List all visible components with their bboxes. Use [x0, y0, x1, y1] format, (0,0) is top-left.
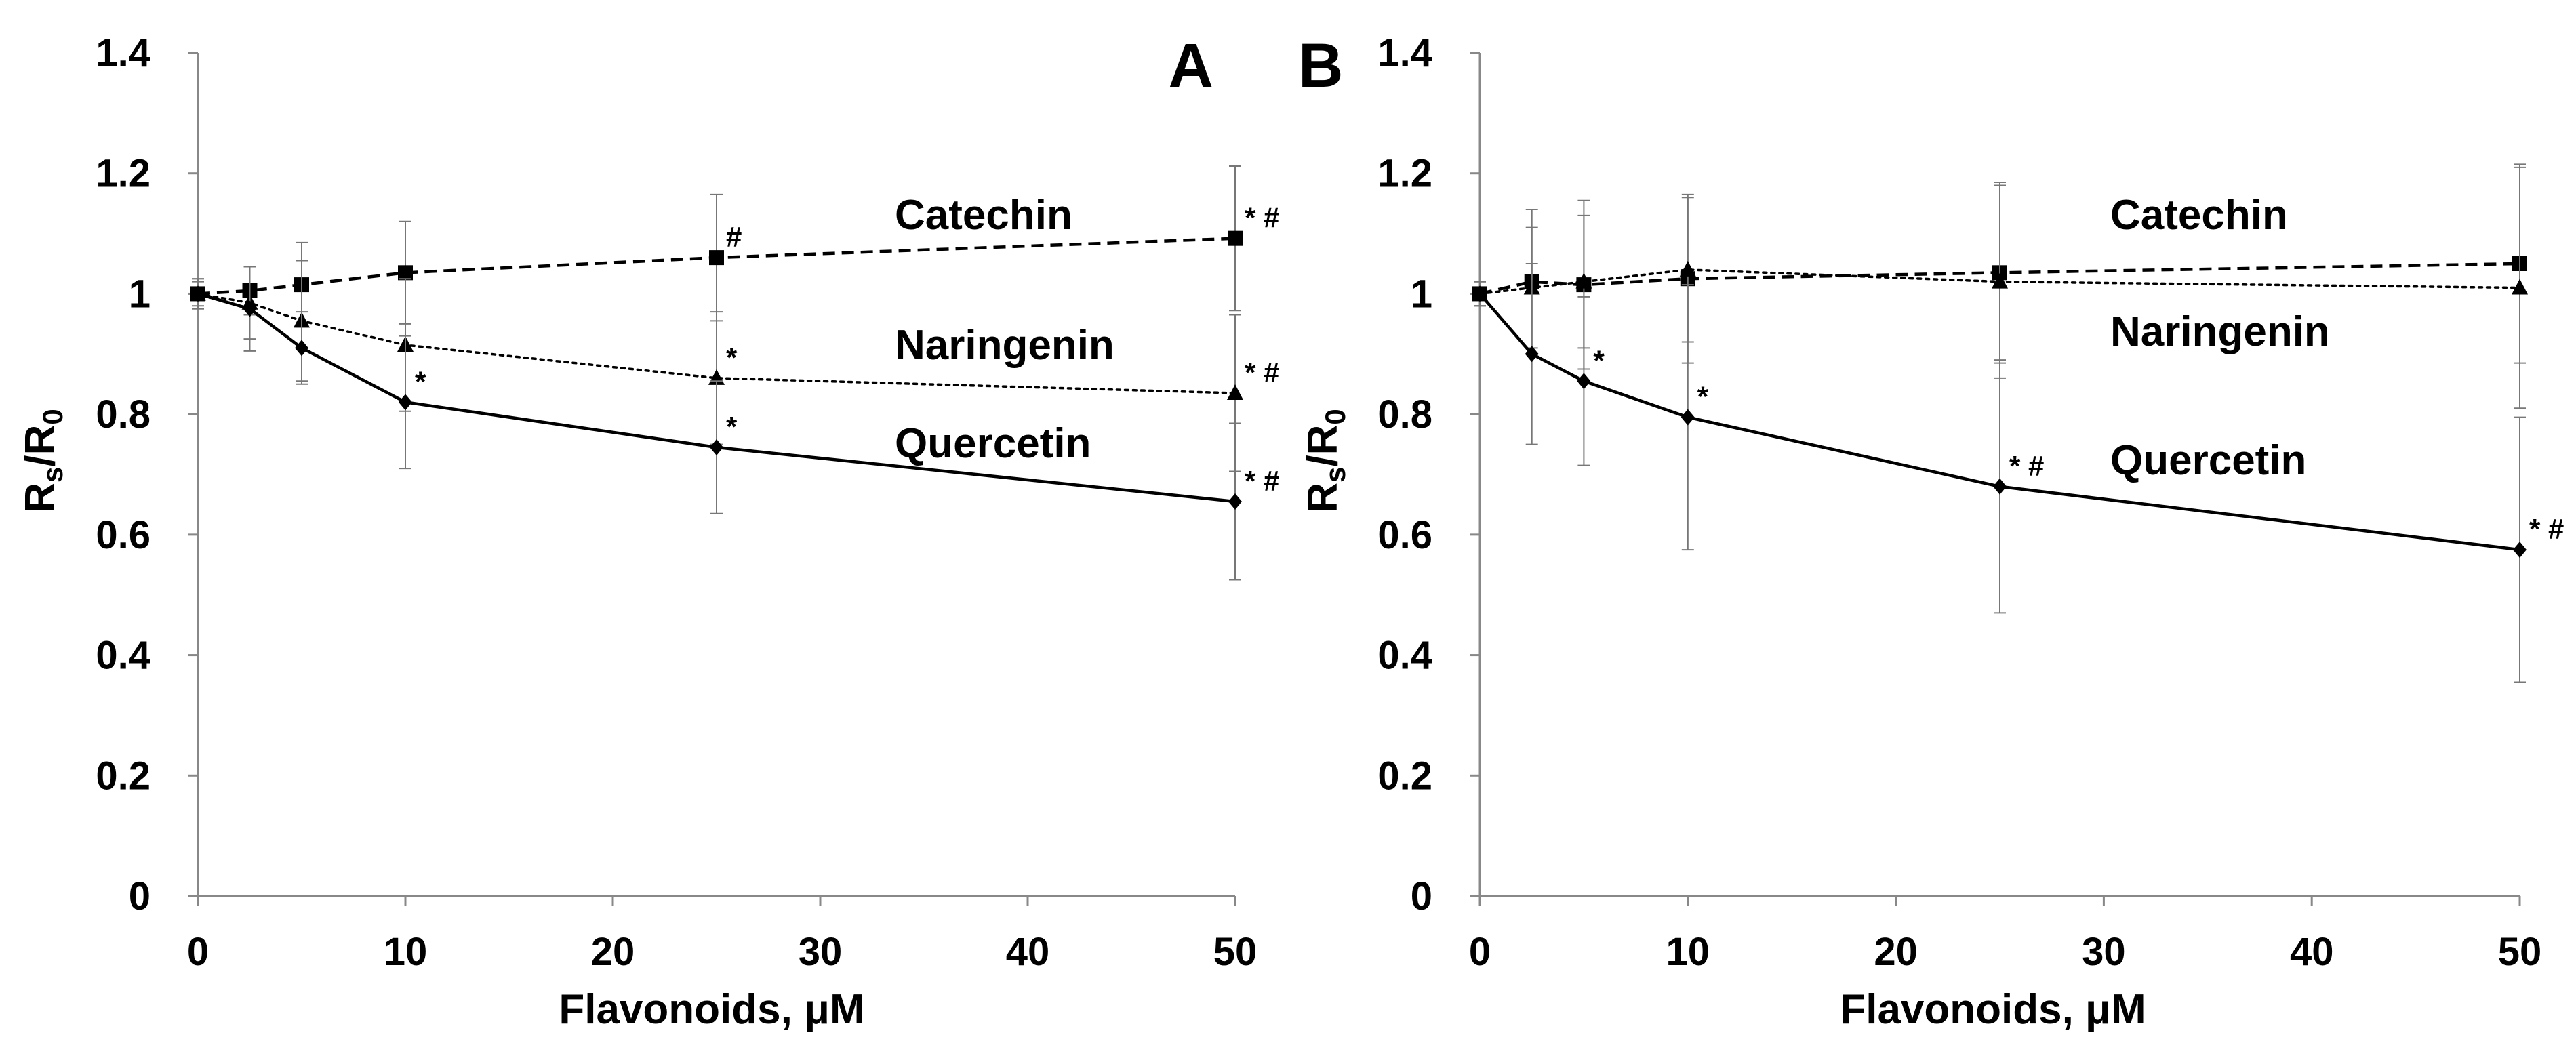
panel-b-y-axis-title: Rs/R0 [1300, 409, 1351, 513]
panel-b-x-tick-label: 40 [2290, 930, 2334, 974]
panel-a-catechin-significance-label: # [726, 221, 742, 253]
panel-b-x-tick-label: 20 [1874, 930, 1918, 974]
panel-b-y-tick-label: 0.8 [1377, 392, 1432, 436]
panel-a-y-title-slash-r: /R [17, 425, 64, 467]
panel-b-quercetin-marker [1525, 346, 1539, 363]
panel-b-y-title-slash-r: /R [1300, 425, 1346, 467]
panel-b-quercetin-series-label: Quercetin [2110, 437, 2306, 484]
panel-b-naringenin-series-label: Naringenin [2110, 308, 2330, 355]
panel-a-x-tick-label: 20 [591, 930, 635, 974]
panel-b-naringenin-marker [1679, 260, 1696, 277]
panel-a-quercetin-significance-label: * # [1245, 465, 1279, 497]
panel-b-y-title-sub-s: s [1319, 467, 1351, 483]
panel-a-y-tick-label: 1.2 [96, 152, 150, 196]
panel-a-catechin-marker [1228, 230, 1243, 246]
panel-b-catechin-series-line [1479, 262, 2520, 296]
panel-b-quercetin-marker [2513, 542, 2527, 558]
panel-b-y-tick-label: 0.4 [1377, 634, 1432, 678]
panel-a-quercetin-marker [191, 285, 205, 302]
panel-a-y-tick-label: 0.6 [96, 513, 150, 557]
panel-a-letter: A [1169, 31, 1213, 100]
panel-b-y-title-sub-0: 0 [1319, 409, 1351, 424]
panel-a-y-tick-label: 0.8 [96, 392, 150, 436]
panel-b-quercetin-series-line [1478, 292, 2520, 552]
panel-a-catechin-marker [398, 265, 413, 281]
panel-a-catechin-marker [709, 250, 724, 266]
panel-a-x-tick-label: 50 [1213, 930, 1257, 974]
panel-b-quercetin-significance-label: * # [2009, 450, 2044, 482]
panel-a-y-tick-label: 0.2 [96, 754, 150, 798]
panel-a-y-title-sub-s: s [37, 467, 68, 483]
panel-a-y-axis-title: Rs/R0 [17, 409, 68, 513]
panel-b-x-tick-label: 10 [1666, 930, 1710, 974]
panel-a-quercetin-series-line [197, 292, 1236, 504]
panel-b-naringenin-marker [1992, 272, 2008, 289]
panel-b-x-axis-title: Flavonoids, μM [1840, 986, 2146, 1033]
panel-b-naringenin-marker [1575, 272, 1592, 289]
panel-a-quercetin-marker [295, 340, 308, 357]
panel-a-catechin-series-label: Catechin [895, 192, 1072, 239]
panel-a-x-tick-label: 10 [384, 930, 428, 974]
panel-b-quercetin-significance-label: * # [2529, 513, 2564, 545]
panel-b-y-tick-label: 1.4 [1377, 31, 1432, 75]
panel-b-letter: B [1298, 31, 1343, 100]
panel-b-x-tick-label: 0 [1469, 930, 1491, 974]
panel-b-naringenin-marker [2512, 279, 2528, 295]
panel-a-quercetin-marker [399, 394, 412, 411]
panel-a-y-tick-label: 0 [129, 874, 150, 918]
panel-b-quercetin-marker [1993, 478, 2007, 495]
panel-a-quercetin-marker [1228, 493, 1242, 510]
panel-b-quercetin-significance-label: * [1593, 344, 1605, 376]
panel-b-quercetin-significance-label: * [1697, 381, 1709, 413]
panel-a-naringenin-significance-label: * # [1245, 357, 1279, 388]
panel-b-y-tick-label: 1 [1411, 272, 1432, 316]
panel-a-y-tick-label: 1 [129, 272, 150, 316]
panel-a: A Flavonoids, μM Rs/R0 00.20.40.60.811.2… [17, 31, 1279, 1033]
panel-b-quercetin-marker [1473, 285, 1487, 302]
panel-a-naringenin-series-label: Naringenin [895, 322, 1114, 369]
panel-b-quercetin-marker [1681, 409, 1695, 426]
panel-a-naringenin-series-line [197, 292, 1236, 394]
panel-b-y-tick-label: 0 [1411, 874, 1432, 918]
panel-a-x-tick-label: 0 [187, 930, 209, 974]
panel-b-y-tick-label: 0.2 [1377, 754, 1432, 798]
panel-a-catechin-series-line [197, 237, 1236, 296]
panel-a-naringenin-significance-label: * [726, 342, 738, 373]
panel-a-quercetin-series-label: Quercetin [895, 420, 1091, 467]
panel-b-y-title-r: R [1300, 483, 1346, 513]
panel-b-y-tick-label: 0.6 [1377, 513, 1432, 557]
panel-a-x-axis-title: Flavonoids, μM [559, 986, 864, 1033]
panel-a-catechin-significance-label: * # [1245, 202, 1279, 234]
panel-b-y-tick-label: 1.2 [1377, 152, 1432, 196]
panel-a-y-title-r: R [17, 483, 64, 513]
panel-a-x-tick-label: 30 [799, 930, 843, 974]
panel-a-y-title-sub-0: 0 [37, 409, 68, 424]
panel-a-naringenin-marker [1227, 384, 1243, 401]
panel-a-x-tick-label: 40 [1006, 930, 1050, 974]
panel-b: B Flavonoids, μM Rs/R0 00.20.40.60.811.2… [1298, 31, 2564, 1033]
panel-b-x-tick-label: 30 [2082, 930, 2126, 974]
panel-b-catechin-series-label: Catechin [2110, 192, 2288, 239]
panel-a-quercetin-marker [710, 439, 723, 456]
panel-a-quercetin-significance-label: * [726, 411, 738, 443]
panel-b-naringenin-series-line [1478, 268, 2521, 296]
panel-a-quercetin-significance-label: * [415, 365, 426, 397]
panel-a-quercetin-marker [243, 300, 257, 317]
panel-b-x-tick-label: 50 [2498, 930, 2542, 974]
panel-b-quercetin-marker [1577, 373, 1591, 390]
panel-a-y-tick-label: 1.4 [96, 31, 150, 75]
panel-a-y-tick-label: 0.4 [96, 634, 150, 678]
